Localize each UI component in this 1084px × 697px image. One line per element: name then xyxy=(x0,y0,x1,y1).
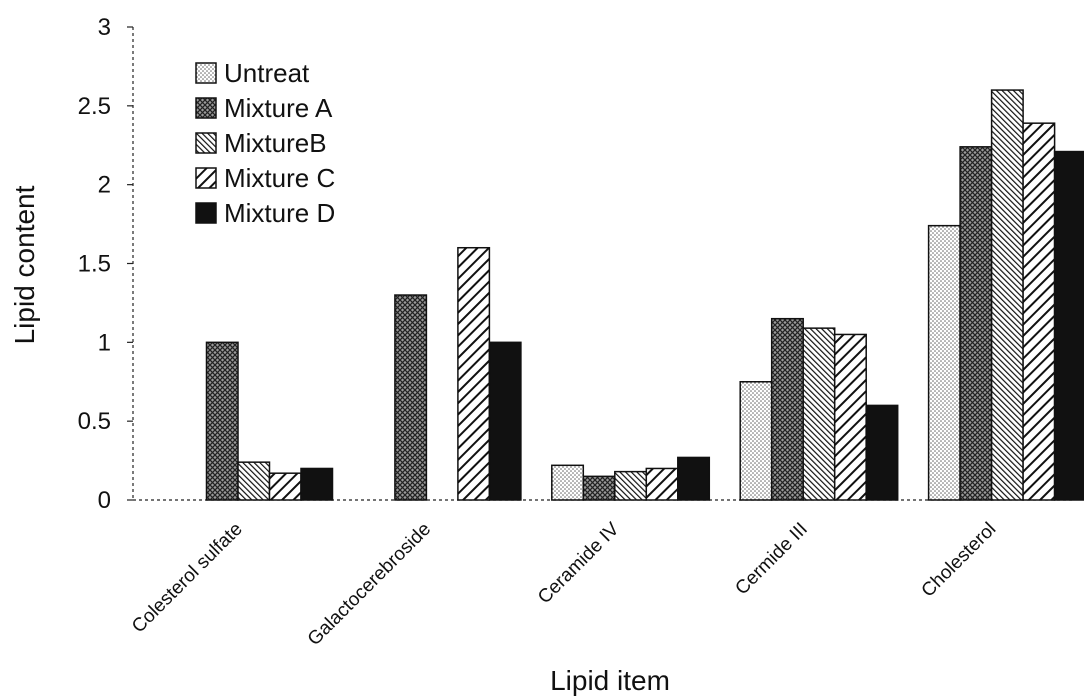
category-label: Colesterol sulfate xyxy=(128,519,247,638)
legend-swatch-untreat xyxy=(195,62,217,84)
bar-mixture-d-colesterol-sulfate xyxy=(300,467,334,501)
y-tick-label: 0.5 xyxy=(78,408,111,435)
legend: Untreat Mixture A MixtureB Mixture C Mixture… xyxy=(195,58,335,228)
category-label: Cermide III xyxy=(731,519,812,600)
bar-mixture-c-galactocerebroside xyxy=(457,246,491,501)
bar-mixture-c-colesterol-sulfate xyxy=(268,472,302,501)
category-label: Cholesterol xyxy=(918,519,1001,602)
bar-mixture-d-cholesterol xyxy=(1053,150,1084,501)
bar-untreat-cermide-iii xyxy=(739,381,773,501)
bar-untreat-ceramide-iv xyxy=(551,464,585,501)
bar-untreat-cholesterol xyxy=(927,224,961,501)
bar-mixture-a-colesterol-sulfate xyxy=(205,341,239,501)
bar-mixture-d-ceramide-iv xyxy=(677,456,711,501)
bar-mixture-c-cermide-iii xyxy=(833,333,867,501)
y-tick-label: 0 xyxy=(98,487,111,514)
legend-swatch-mixture-a xyxy=(195,97,217,119)
category-labels: Colesterol sulfate Galactocerebroside Cera… xyxy=(128,518,1000,650)
y-tick-label: 2 xyxy=(98,172,111,199)
bar-mixture-a-cermide-iii xyxy=(770,317,804,501)
legend-swatch-mixture-d xyxy=(195,202,217,224)
bars xyxy=(205,89,1084,501)
legend-swatch-mixture-c xyxy=(195,167,217,189)
x-axis-title: Lipid item xyxy=(550,665,670,696)
category-label: Ceramide IV xyxy=(534,518,624,608)
legend-label: Mixture A xyxy=(224,93,333,123)
y-tick-label: 2.5 xyxy=(78,93,111,120)
legend-swatch-mixtureb xyxy=(195,132,217,154)
bar-mixtureb-cermide-iii xyxy=(802,327,836,501)
legend-label: Mixture D xyxy=(224,198,335,228)
bar-mixture-a-galactocerebroside xyxy=(394,294,428,501)
legend-label: Mixture C xyxy=(224,163,335,193)
bar-mixture-a-cholesterol xyxy=(959,146,993,501)
legend-label: Untreat xyxy=(224,58,310,88)
category-label: Galactocerebroside xyxy=(304,519,435,650)
bar-mixtureb-colesterol-sulfate xyxy=(237,461,271,501)
bar-mixture-d-galactocerebroside xyxy=(488,341,522,501)
y-axis-title: Lipid content xyxy=(9,185,40,344)
bar-mixture-a-ceramide-iv xyxy=(582,475,616,501)
y-tick-label: 1 xyxy=(98,329,111,356)
bar-mixture-c-ceramide-iv xyxy=(645,467,679,501)
y-tick-label: 3 xyxy=(98,14,111,41)
bar-mixture-d-cermide-iii xyxy=(865,404,899,501)
legend-label: MixtureB xyxy=(224,128,327,158)
bar-mixtureb-cholesterol xyxy=(990,89,1024,501)
bar-mixtureb-ceramide-iv xyxy=(614,470,648,501)
y-tick-label: 1.5 xyxy=(78,251,111,278)
bar-mixture-c-cholesterol xyxy=(1022,122,1056,501)
